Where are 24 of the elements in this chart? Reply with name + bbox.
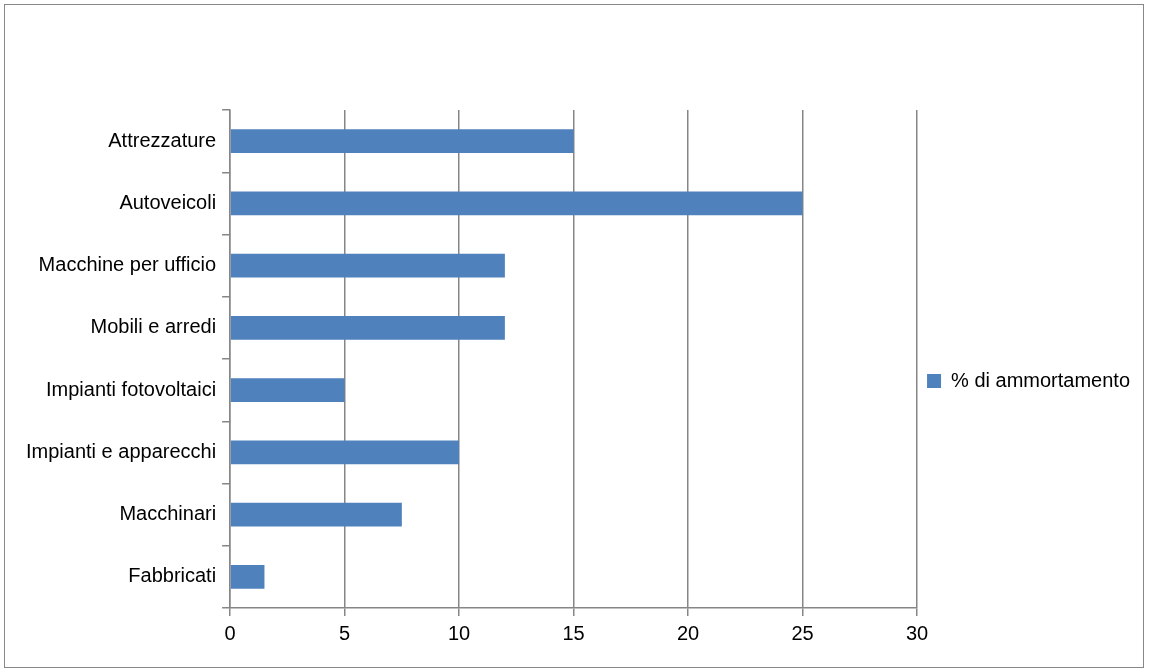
bar	[230, 129, 574, 153]
bar	[230, 316, 505, 340]
bar	[230, 565, 265, 589]
bar	[230, 253, 505, 278]
x-tick-label: 10	[447, 621, 471, 644]
y-tick-label: Attrezzature	[108, 128, 217, 151]
x-tick-label: 25	[791, 621, 814, 644]
bar	[230, 440, 460, 465]
y-tick-label: Macchinari	[119, 502, 217, 525]
legend-label: % di ammortamento	[951, 368, 1131, 391]
bar	[230, 502, 402, 527]
y-tick-label: Autoveicoli	[119, 190, 217, 213]
y-tick-label: Macchine per ufficio	[38, 253, 217, 276]
x-tick-label: 5	[339, 621, 351, 644]
bar	[230, 191, 803, 216]
x-tick-label: 15	[562, 621, 585, 644]
y-tick-label: Mobili e arredi	[90, 315, 217, 338]
y-tick-label: Impianti e apparecchi	[26, 439, 217, 462]
bar	[230, 378, 345, 402]
x-tick-label: 30	[905, 621, 929, 644]
y-tick-label: Impianti fotovoltaici	[46, 377, 217, 400]
y-tick-label: Fabbricati	[128, 564, 217, 587]
x-tick-label: 20	[676, 621, 700, 644]
x-tick-label: 0	[224, 621, 236, 644]
